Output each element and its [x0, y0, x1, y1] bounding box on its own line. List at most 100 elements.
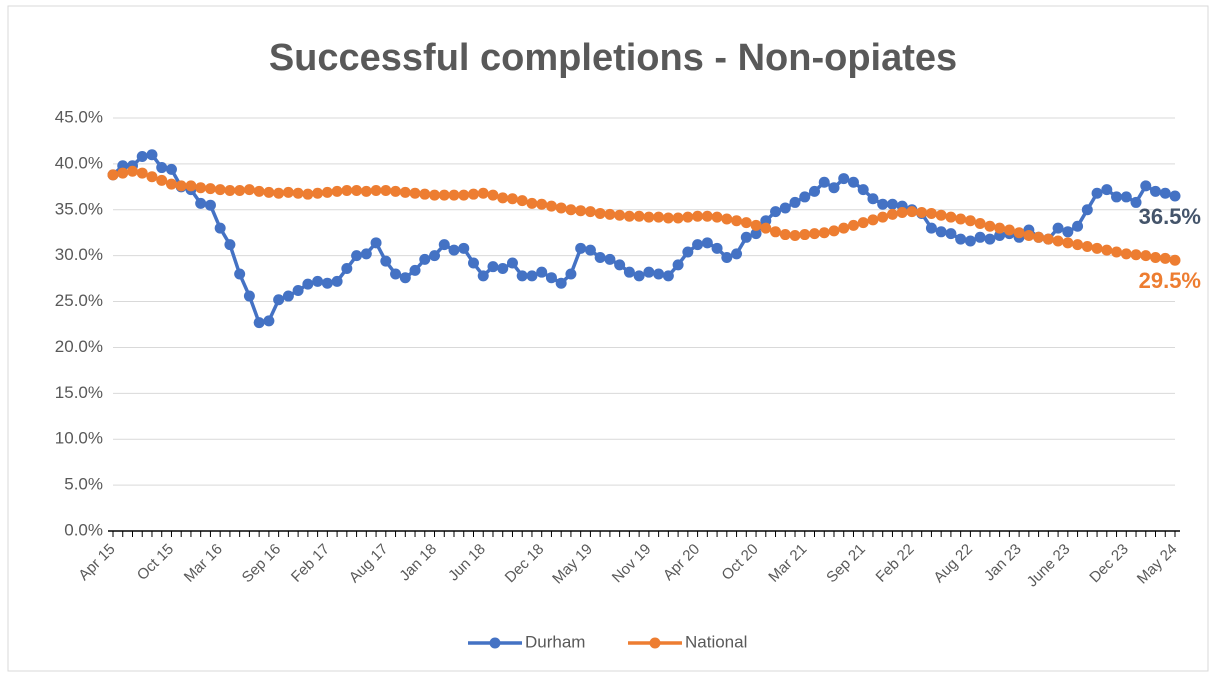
point [1023, 229, 1035, 241]
point [234, 185, 246, 197]
y-tick-label: 15.0% [55, 383, 103, 402]
point [487, 189, 499, 201]
point [253, 185, 265, 197]
point [594, 207, 606, 219]
point [799, 229, 811, 241]
point [370, 185, 382, 197]
point [1120, 191, 1132, 203]
legend-label: National [685, 632, 747, 651]
point [750, 219, 762, 231]
point [458, 242, 470, 254]
point [253, 317, 265, 329]
point [692, 239, 704, 251]
point [1101, 244, 1113, 256]
point [1150, 185, 1162, 197]
point [126, 165, 138, 177]
point [477, 187, 489, 199]
point [964, 235, 976, 247]
point [526, 270, 538, 282]
point [614, 259, 626, 271]
point [341, 263, 353, 275]
point [964, 215, 976, 227]
point [555, 277, 567, 289]
point [662, 212, 674, 224]
point [1081, 204, 1093, 216]
y-tick-label: 5.0% [64, 475, 103, 494]
y-tick-label: 25.0% [55, 291, 103, 310]
point [390, 185, 402, 197]
point [575, 205, 587, 217]
point [614, 209, 626, 221]
end-label: 29.5% [1139, 268, 1201, 293]
point [1052, 235, 1064, 247]
point [438, 239, 450, 251]
point [653, 268, 665, 280]
point [243, 184, 255, 196]
point [916, 207, 928, 219]
point [867, 193, 879, 205]
point [721, 252, 733, 264]
point [1081, 240, 1093, 252]
point [136, 167, 148, 179]
point [331, 275, 343, 287]
point [117, 167, 129, 179]
point [701, 210, 713, 222]
point [721, 213, 733, 225]
point [711, 242, 723, 254]
end-label: 36.5% [1139, 204, 1201, 229]
point [1101, 184, 1113, 196]
point [1120, 248, 1132, 260]
point [156, 174, 168, 186]
point [292, 187, 304, 199]
point [312, 275, 324, 287]
point [770, 226, 782, 238]
point [302, 188, 314, 200]
point [399, 272, 411, 284]
point [799, 191, 811, 203]
point [809, 228, 821, 240]
point [828, 182, 840, 194]
point [146, 171, 158, 183]
point [779, 202, 791, 214]
point [156, 162, 168, 174]
point [955, 213, 967, 225]
point [789, 229, 801, 241]
point [886, 208, 898, 220]
point [506, 257, 518, 269]
point [487, 261, 499, 273]
point [536, 198, 548, 210]
point [380, 255, 392, 267]
point [565, 268, 577, 280]
point [935, 209, 947, 221]
point [1003, 224, 1015, 236]
point [467, 188, 479, 200]
point [731, 215, 743, 227]
point [1150, 252, 1162, 264]
point [1140, 250, 1152, 262]
point [847, 176, 859, 188]
point [390, 268, 402, 280]
point [448, 244, 460, 256]
point [497, 263, 509, 275]
point [633, 270, 645, 282]
chart-title: Successful completions - Non-opiates [269, 37, 957, 79]
point [438, 189, 450, 201]
point [146, 149, 158, 161]
point [555, 202, 567, 214]
point [497, 192, 509, 204]
point [731, 248, 743, 260]
point [565, 204, 577, 216]
point [370, 237, 382, 249]
point [867, 214, 879, 226]
point [779, 229, 791, 241]
point [672, 212, 684, 224]
legend-marker [489, 637, 501, 649]
point [165, 163, 177, 175]
point [409, 187, 421, 199]
point [282, 186, 294, 198]
point [633, 210, 645, 222]
point [1072, 239, 1084, 251]
point [984, 220, 996, 232]
point [214, 184, 226, 196]
